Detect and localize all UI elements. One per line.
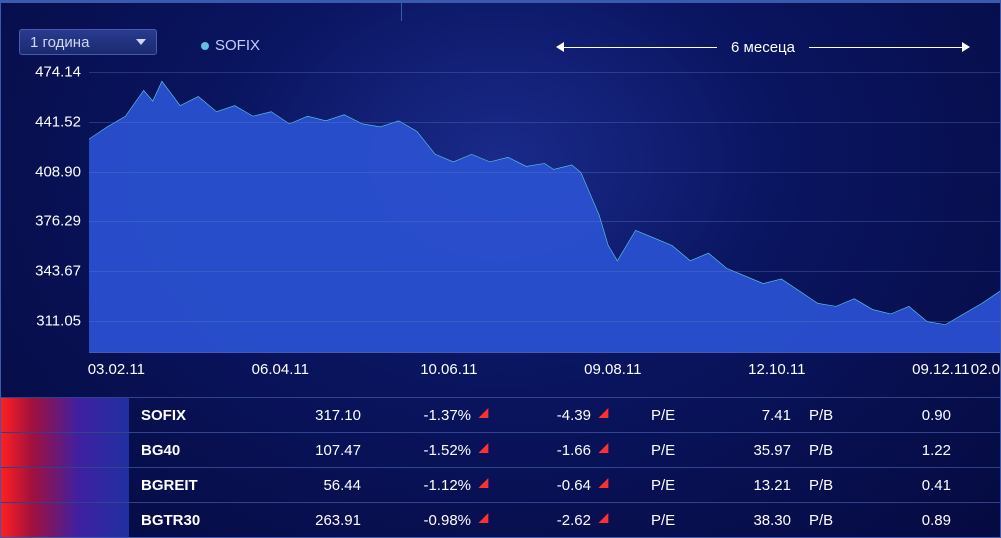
index-table: SOFIX 317.10 -1.37% ◥ -4.39 ◥ P/E 7.41 P/B 0.90 BG… [1, 397, 1000, 537]
down-arrow-icon: ◥ [596, 478, 612, 492]
chart-legend: SOFIX [201, 37, 260, 54]
chart-plot [89, 63, 1000, 353]
pe-value: 13.21 [721, 477, 791, 494]
x-axis: 03.02.11 06.04.11 10.06.11 09.08.11 12.10.11… [89, 361, 1000, 385]
pb-value: 0.41 [881, 477, 951, 494]
index-price: 263.91 [271, 512, 361, 529]
down-arrow-icon: ◥ [596, 513, 612, 527]
gridline [89, 122, 1000, 123]
row-gradient [1, 398, 129, 432]
timeframe-label: 1 година [30, 34, 89, 51]
range-left-arrow-icon [556, 42, 564, 52]
index-abs-change: -0.64 [511, 477, 591, 494]
down-arrow-icon: ◥ [476, 478, 492, 492]
table-row[interactable]: SOFIX 317.10 -1.37% ◥ -4.39 ◥ P/E 7.41 P/B 0.90 [1, 397, 1000, 432]
pe-label: P/E [651, 407, 691, 424]
index-name: BGTR30 [141, 512, 251, 529]
gridline [89, 172, 1000, 173]
index-price: 317.10 [271, 407, 361, 424]
y-tick-label: 441.52 [35, 113, 81, 130]
y-axis: 474.14 441.52 408.90 376.29 343.67 311.05 [1, 63, 87, 389]
top-divider [401, 1, 402, 21]
top-border [1, 1, 1000, 3]
pe-value: 7.41 [721, 407, 791, 424]
gridline [89, 271, 1000, 272]
chart-widget: 1 година SOFIX 6 месеца 474.14 441.52 408.… [0, 0, 1001, 538]
down-arrow-icon: ◥ [596, 443, 612, 457]
index-abs-change: -1.66 [511, 442, 591, 459]
pb-value: 0.89 [881, 512, 951, 529]
chart-area: 474.14 441.52 408.90 376.29 343.67 311.05 03.… [1, 63, 1000, 389]
index-name: SOFIX [141, 407, 251, 424]
timeframe-dropdown[interactable]: 1 година [19, 29, 157, 55]
row-gradient [1, 503, 129, 537]
x-tick-label: 09.08.11 [584, 361, 641, 378]
range-label: 6 месеца [717, 39, 809, 56]
row-gradient [1, 433, 129, 467]
index-pct-change: -0.98% [381, 512, 471, 529]
down-arrow-icon: ◥ [476, 408, 492, 422]
index-abs-change: -2.62 [511, 512, 591, 529]
range-line-left [564, 47, 717, 48]
legend-series-name: SOFIX [215, 37, 260, 54]
index-name: BGREIT [141, 477, 251, 494]
x-tick-label: 09.12.11 [912, 361, 969, 378]
index-pct-change: -1.52% [381, 442, 471, 459]
pe-label: P/E [651, 442, 691, 459]
x-tick-label: 12.10.11 [748, 361, 805, 378]
x-tick-label: 02.0 [971, 361, 1000, 378]
pb-label: P/B [809, 407, 849, 424]
down-arrow-icon: ◥ [476, 513, 492, 527]
pb-value: 0.90 [881, 407, 951, 424]
row-gradient [1, 468, 129, 502]
y-tick-label: 343.67 [35, 263, 81, 280]
chart-svg [89, 63, 1000, 352]
pe-value: 38.30 [721, 512, 791, 529]
pe-label: P/E [651, 512, 691, 529]
down-arrow-icon: ◥ [476, 443, 492, 457]
index-name: BG40 [141, 442, 251, 459]
table-row[interactable]: BGREIT 56.44 -1.12% ◥ -0.64 ◥ P/E 13.21 P/B 0.41 [1, 467, 1000, 502]
index-price: 107.47 [271, 442, 361, 459]
x-tick-label: 06.04.11 [252, 361, 309, 378]
index-pct-change: -1.12% [381, 477, 471, 494]
gridline [89, 321, 1000, 322]
pb-value: 1.22 [881, 442, 951, 459]
range-line-right [809, 47, 962, 48]
range-indicator: 6 месеца [556, 37, 970, 57]
pb-label: P/B [809, 477, 849, 494]
range-right-arrow-icon [962, 42, 970, 52]
index-abs-change: -4.39 [511, 407, 591, 424]
pb-label: P/B [809, 512, 849, 529]
down-arrow-icon: ◥ [596, 408, 612, 422]
pe-value: 35.97 [721, 442, 791, 459]
gridline [89, 221, 1000, 222]
y-tick-label: 474.14 [35, 63, 81, 80]
index-price: 56.44 [271, 477, 361, 494]
index-pct-change: -1.37% [381, 407, 471, 424]
pb-label: P/B [809, 442, 849, 459]
x-tick-label: 03.02.11 [88, 361, 145, 378]
table-row[interactable]: BG40 107.47 -1.52% ◥ -1.66 ◥ P/E 35.97 P/B 1.22 [1, 432, 1000, 467]
y-tick-label: 376.29 [35, 213, 81, 230]
gridline [89, 72, 1000, 73]
y-tick-label: 311.05 [36, 312, 81, 329]
pe-label: P/E [651, 477, 691, 494]
legend-dot-icon [201, 42, 209, 50]
chevron-down-icon [136, 39, 146, 45]
x-tick-label: 10.06.11 [420, 361, 477, 378]
table-row[interactable]: BGTR30 263.91 -0.98% ◥ -2.62 ◥ P/E 38.30 P/B 0.89 [1, 502, 1000, 537]
y-tick-label: 408.90 [35, 163, 81, 180]
